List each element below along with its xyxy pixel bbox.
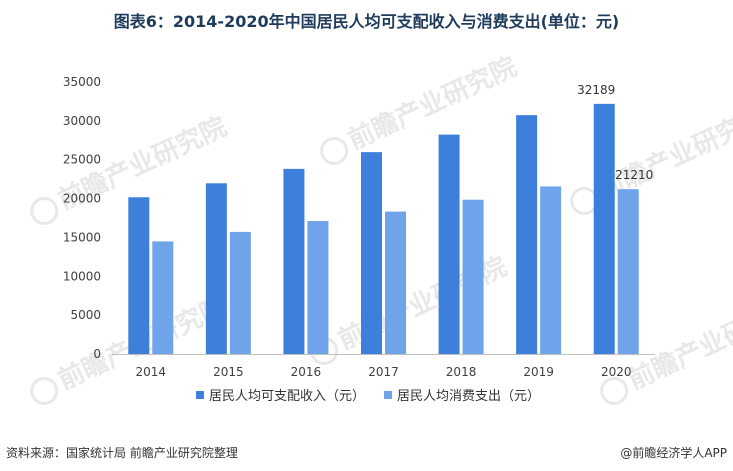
y-tick-label: 35000 [63, 75, 101, 89]
y-tick-label: 0 [93, 347, 101, 361]
bar [516, 115, 538, 355]
bar [307, 221, 329, 354]
legend-label: 居民人均消费支出（元） [397, 389, 540, 404]
bar [462, 199, 484, 354]
y-tick-label: 20000 [63, 192, 101, 206]
chart-title: 图表6：2014-2020年中国居民人均可支配收入与消费支出(单位：元) [113, 12, 620, 31]
bar [152, 241, 174, 354]
data-label: 21210 [615, 168, 653, 182]
x-tick-label: 2020 [601, 365, 632, 379]
x-tick-label: 2015 [213, 365, 244, 379]
source-note: 资料来源：国家统计局 前瞻产业研究院整理 [6, 446, 238, 460]
x-tick-label: 2014 [136, 365, 167, 379]
bar [205, 183, 227, 354]
data-label: 32189 [577, 83, 615, 97]
bar [283, 168, 305, 354]
bar [593, 103, 615, 354]
brand-credit: @前瞻经济学人APP [620, 446, 727, 460]
bar [617, 189, 639, 354]
x-tick-label: 2016 [291, 365, 322, 379]
bar [540, 186, 562, 354]
legend-swatch [196, 391, 204, 399]
y-tick-label: 30000 [63, 114, 101, 128]
bar [128, 197, 150, 354]
legend-label: 居民人均可支配收入（元） [209, 389, 365, 404]
legend-swatch [384, 391, 392, 399]
y-tick-label: 15000 [63, 230, 101, 244]
bar [229, 231, 251, 354]
x-tick-label: 2019 [523, 365, 554, 379]
x-tick-label: 2018 [446, 365, 477, 379]
y-tick-label: 5000 [70, 308, 101, 322]
bar [385, 211, 406, 354]
x-tick-label: 2017 [368, 365, 399, 379]
y-tick-label: 25000 [63, 153, 101, 167]
y-tick-label: 10000 [63, 269, 101, 283]
bar [361, 152, 382, 354]
bar [438, 134, 460, 354]
